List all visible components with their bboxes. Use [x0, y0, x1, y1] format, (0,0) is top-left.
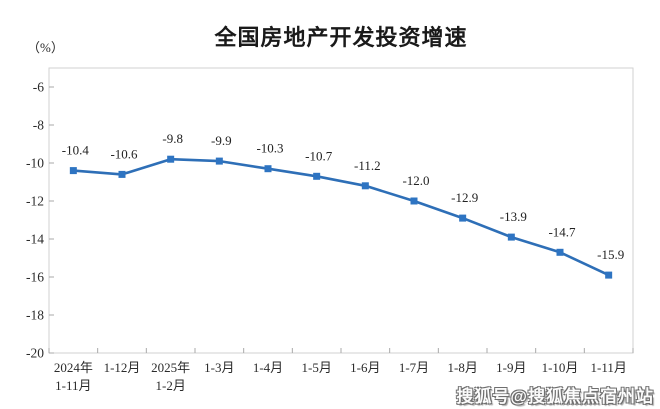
data-point-label: -15.9 [597, 247, 624, 262]
data-point-marker [410, 197, 418, 205]
data-point-marker [313, 172, 321, 180]
data-point-label: -10.7 [305, 148, 333, 163]
y-axis-tick-label: -10 [26, 156, 44, 171]
data-point-label: -10.3 [256, 141, 283, 156]
x-axis-tick-label: 1-11月 [55, 378, 91, 393]
y-axis-tick-label: -12 [26, 194, 44, 209]
data-point-label: -9.9 [211, 133, 232, 148]
data-point-label: -13.9 [500, 209, 527, 224]
trend-line [72, 157, 610, 277]
data-point-marker [556, 248, 564, 256]
y-axis-tick-label: -14 [26, 232, 44, 247]
x-axis-tick-label: 1-4月 [253, 360, 283, 375]
x-axis-tick-label: 1-11月 [590, 360, 626, 375]
y-axis-tick-label: -18 [26, 308, 44, 323]
data-point-label: -11.2 [354, 158, 381, 173]
data-point-marker [69, 167, 77, 175]
y-axis-unit-label: （%） [27, 40, 64, 55]
x-axis-tick-label: 2025年 [151, 360, 190, 375]
data-point-marker [459, 214, 467, 222]
data-point-marker [264, 165, 272, 173]
y-axis-tick-label: -6 [33, 80, 44, 95]
x-axis-tick-label: 1-6月 [350, 360, 380, 375]
data-point-label: -9.8 [162, 131, 183, 146]
data-point-label: -10.6 [110, 146, 138, 161]
watermark-text: 搜狐号@搜狐焦点宿州站 [456, 387, 654, 406]
x-axis-tick-label: 1-12月 [104, 360, 141, 375]
x-axis-tick-label: 1-2月 [155, 378, 185, 393]
x-axis-tick-label: 1-9月 [496, 360, 526, 375]
data-point-label: -12.0 [402, 173, 429, 188]
data-point-marker [118, 170, 126, 178]
chart-title: 全国房地产开发投资增速 [214, 25, 468, 50]
data-point-marker [167, 155, 175, 163]
y-axis-tick-label: -16 [26, 270, 44, 285]
data-point-label: -10.4 [62, 143, 90, 158]
data-point-label: -14.7 [548, 224, 576, 239]
data-point-marker [507, 233, 515, 241]
data-point-marker [361, 182, 369, 190]
x-axis-tick-label: 1-8月 [447, 360, 477, 375]
x-axis-tick-label: 1-7月 [399, 360, 429, 375]
y-axis-tick-label: -20 [26, 346, 44, 361]
x-axis-tick-label: 2024年 [54, 360, 93, 375]
x-axis-tick-label: 1-5月 [301, 360, 331, 375]
x-axis-tick-label: 1-3月 [204, 360, 234, 375]
data-point-marker [215, 157, 223, 165]
data-point-label: -12.9 [451, 190, 478, 205]
x-axis-tick-label: 1-10月 [542, 360, 579, 375]
axis-frame [48, 67, 634, 354]
data-point-marker [605, 271, 613, 279]
y-axis-tick-label: -8 [33, 118, 44, 133]
